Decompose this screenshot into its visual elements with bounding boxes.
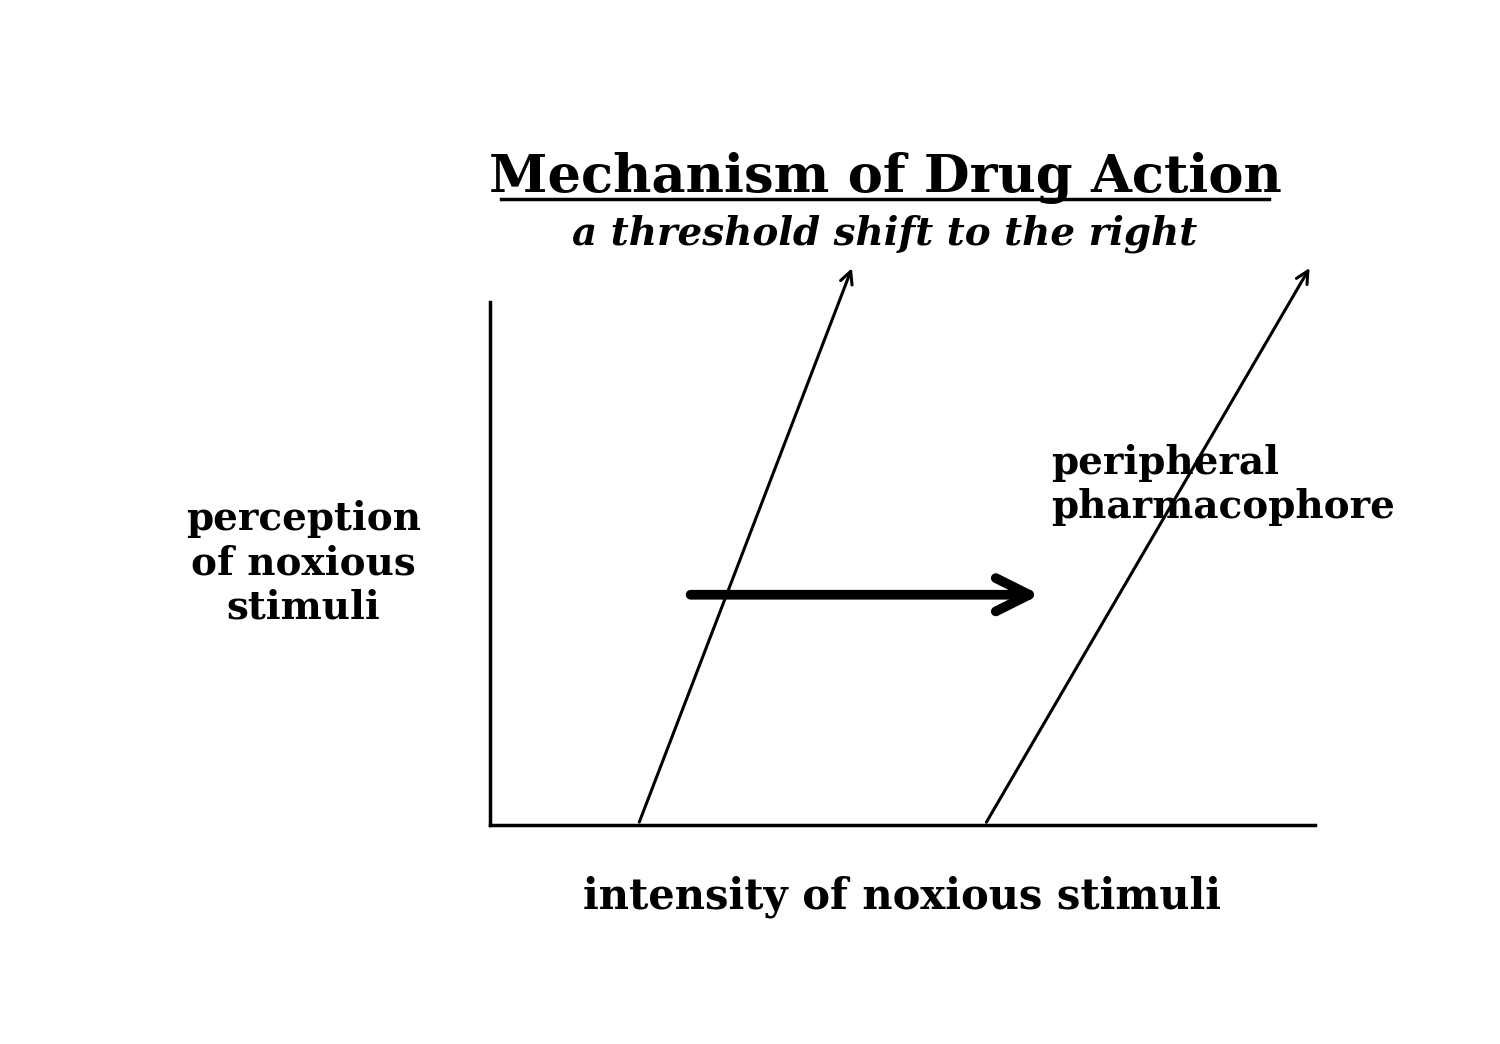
Text: peripheral
pharmacophore: peripheral pharmacophore xyxy=(1052,444,1395,526)
Text: intensity of noxious stimuli: intensity of noxious stimuli xyxy=(584,876,1221,919)
Text: a threshold shift to the right: a threshold shift to the right xyxy=(573,215,1197,253)
Text: perception
of noxious
stimuli: perception of noxious stimuli xyxy=(186,500,422,626)
Text: Mechanism of Drug Action: Mechanism of Drug Action xyxy=(489,151,1281,204)
